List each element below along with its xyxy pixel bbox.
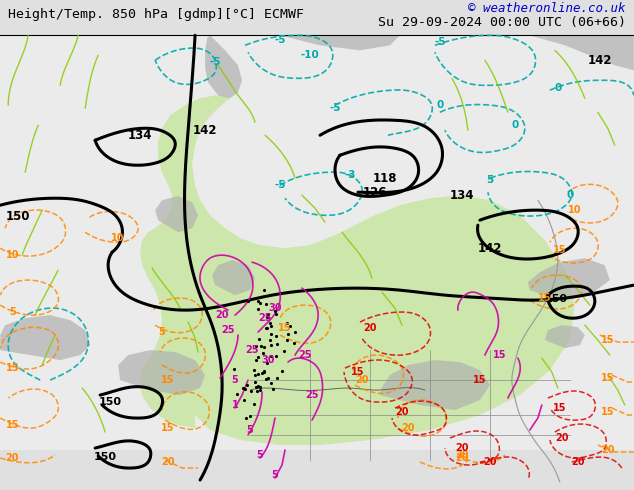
Polygon shape bbox=[155, 196, 198, 232]
Polygon shape bbox=[530, 35, 634, 70]
Text: 5: 5 bbox=[271, 470, 278, 480]
Text: 1: 1 bbox=[231, 400, 238, 410]
Polygon shape bbox=[205, 35, 242, 98]
Text: -3: -3 bbox=[344, 170, 356, 180]
Text: 15: 15 bbox=[162, 375, 175, 385]
Text: Su 29-09-2024 00:00 UTC (06+66): Su 29-09-2024 00:00 UTC (06+66) bbox=[378, 16, 626, 29]
Text: 10: 10 bbox=[112, 233, 125, 243]
Text: 15: 15 bbox=[553, 245, 567, 255]
Polygon shape bbox=[140, 95, 575, 445]
Text: 20: 20 bbox=[355, 375, 369, 385]
Text: 20: 20 bbox=[571, 457, 585, 467]
Text: 134: 134 bbox=[450, 189, 474, 202]
Text: -5: -5 bbox=[275, 180, 286, 190]
Text: 25: 25 bbox=[221, 325, 235, 335]
Text: 5: 5 bbox=[158, 327, 165, 337]
Text: 5: 5 bbox=[247, 425, 254, 435]
Text: 5: 5 bbox=[9, 307, 16, 317]
Text: 15: 15 bbox=[601, 335, 614, 345]
Text: 15: 15 bbox=[601, 407, 614, 417]
Polygon shape bbox=[528, 258, 610, 300]
Text: 20: 20 bbox=[455, 450, 469, 460]
Text: -5: -5 bbox=[434, 37, 446, 48]
Text: 126: 126 bbox=[363, 186, 387, 199]
Text: 15: 15 bbox=[473, 375, 487, 385]
Text: 134: 134 bbox=[128, 129, 152, 142]
Text: 20: 20 bbox=[601, 445, 614, 455]
Text: 15: 15 bbox=[351, 367, 365, 377]
Text: 20: 20 bbox=[6, 453, 19, 463]
Text: -5: -5 bbox=[209, 57, 221, 67]
Text: 15: 15 bbox=[538, 293, 552, 303]
Text: 25: 25 bbox=[258, 313, 272, 323]
Text: 150: 150 bbox=[94, 452, 117, 462]
Text: 150: 150 bbox=[6, 210, 30, 223]
Text: 25: 25 bbox=[305, 390, 319, 400]
Text: 0: 0 bbox=[566, 190, 573, 200]
Text: -5: -5 bbox=[329, 103, 340, 113]
Text: 25: 25 bbox=[298, 350, 312, 360]
Text: 15: 15 bbox=[6, 363, 19, 373]
Text: 150: 150 bbox=[545, 294, 568, 304]
Text: 15: 15 bbox=[493, 350, 507, 360]
Bar bbox=[0, 35, 634, 450]
Text: 20: 20 bbox=[395, 407, 409, 417]
Text: 20: 20 bbox=[162, 457, 175, 467]
Text: 10: 10 bbox=[568, 205, 581, 215]
Text: 20: 20 bbox=[401, 423, 415, 433]
Text: 142: 142 bbox=[193, 124, 217, 137]
Polygon shape bbox=[545, 325, 585, 348]
Text: 15: 15 bbox=[553, 403, 567, 413]
Text: 0: 0 bbox=[511, 120, 519, 130]
Text: 0: 0 bbox=[436, 100, 444, 110]
Polygon shape bbox=[280, 35, 400, 50]
Text: © weatheronline.co.uk: © weatheronline.co.uk bbox=[469, 2, 626, 15]
Text: 15: 15 bbox=[162, 423, 175, 433]
Text: 118: 118 bbox=[373, 172, 398, 185]
Text: -10: -10 bbox=[301, 50, 320, 60]
Polygon shape bbox=[212, 260, 255, 295]
Text: 0: 0 bbox=[554, 83, 562, 93]
Text: 142: 142 bbox=[477, 242, 502, 255]
Polygon shape bbox=[118, 350, 205, 395]
Text: 5: 5 bbox=[486, 175, 493, 185]
Text: 20: 20 bbox=[363, 323, 377, 333]
Text: 15: 15 bbox=[601, 373, 614, 383]
Text: 10: 10 bbox=[6, 250, 19, 260]
Text: 20: 20 bbox=[216, 310, 229, 320]
Polygon shape bbox=[380, 360, 490, 410]
Text: 20: 20 bbox=[483, 457, 496, 467]
Text: 30: 30 bbox=[268, 303, 281, 313]
Text: 20: 20 bbox=[455, 443, 469, 453]
Polygon shape bbox=[0, 315, 90, 360]
Text: 5: 5 bbox=[231, 375, 238, 385]
Text: 25: 25 bbox=[245, 345, 259, 355]
Text: 20: 20 bbox=[455, 453, 469, 463]
Text: Height/Temp. 850 hPa [gdmp][°C] ECMWF: Height/Temp. 850 hPa [gdmp][°C] ECMWF bbox=[8, 8, 304, 21]
Text: 20: 20 bbox=[555, 433, 569, 443]
Text: 150: 150 bbox=[99, 397, 122, 407]
Text: 15: 15 bbox=[278, 323, 292, 333]
Text: 5: 5 bbox=[257, 450, 263, 460]
Text: 15: 15 bbox=[6, 420, 19, 430]
Text: 142: 142 bbox=[588, 54, 612, 67]
Text: 30: 30 bbox=[261, 355, 275, 365]
Text: -5: -5 bbox=[275, 35, 286, 45]
